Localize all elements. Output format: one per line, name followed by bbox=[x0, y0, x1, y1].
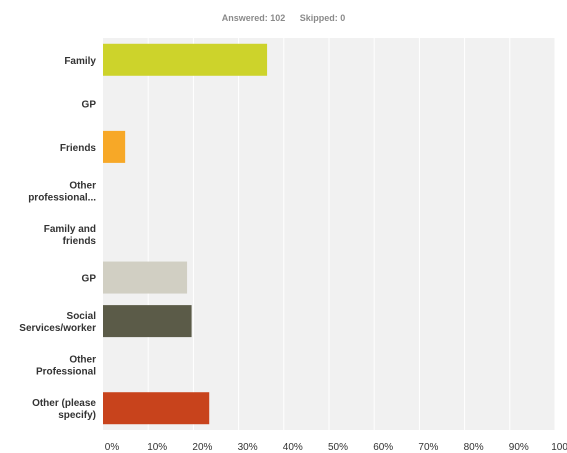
category-label: Family bbox=[64, 56, 96, 67]
bar bbox=[103, 261, 188, 294]
category-label-line: Other (please bbox=[32, 398, 96, 409]
bar bbox=[103, 305, 192, 338]
x-tick-label: 90% bbox=[509, 442, 529, 453]
category-label-line: professional... bbox=[28, 192, 96, 203]
category-label-line: Professional bbox=[36, 367, 96, 378]
category-label-line: GP bbox=[82, 274, 97, 285]
x-tick-label: 100% bbox=[551, 442, 567, 453]
category-label-line: Services/worker bbox=[19, 323, 96, 334]
bar bbox=[103, 130, 126, 163]
bar bbox=[103, 43, 268, 76]
x-tick-label: 70% bbox=[418, 442, 438, 453]
x-tick-label: 10% bbox=[147, 442, 167, 453]
category-label: Other (please specify) bbox=[32, 398, 96, 421]
category-label: Family and friends bbox=[44, 224, 97, 247]
category-label-line: Social bbox=[67, 311, 97, 322]
x-tick-label: 50% bbox=[328, 442, 348, 453]
category-label-line: Other bbox=[69, 355, 96, 366]
bar bbox=[103, 392, 210, 425]
category-label-line: Other bbox=[69, 180, 96, 191]
category-label: GP bbox=[82, 99, 97, 110]
category-label: Other professional... bbox=[28, 180, 96, 203]
response-summary: Answered: 102 Skipped: 0 bbox=[0, 13, 567, 23]
category-label: Social Services/worker bbox=[19, 311, 96, 334]
category-label-line: GP bbox=[82, 99, 97, 110]
x-tick-label: 0% bbox=[105, 442, 120, 453]
skipped-count: Skipped: 0 bbox=[299, 13, 346, 23]
x-tick-label: 40% bbox=[283, 442, 303, 453]
category-label: GP bbox=[82, 274, 97, 285]
x-tick-label: 30% bbox=[238, 442, 258, 453]
x-tick-label: 20% bbox=[192, 442, 212, 453]
x-tick-label: 80% bbox=[464, 442, 484, 453]
category-label-line: Family and bbox=[44, 224, 96, 235]
category-label-line: friends bbox=[63, 236, 97, 247]
category-label: Other Professional bbox=[36, 355, 96, 378]
category-label-line: Family bbox=[64, 56, 96, 67]
answered-count: Answered: 102 bbox=[221, 13, 286, 23]
category-label: Friends bbox=[60, 143, 97, 154]
category-label-line: specify) bbox=[58, 410, 96, 421]
x-tick-label: 60% bbox=[373, 442, 393, 453]
category-label-line: Friends bbox=[60, 143, 97, 154]
